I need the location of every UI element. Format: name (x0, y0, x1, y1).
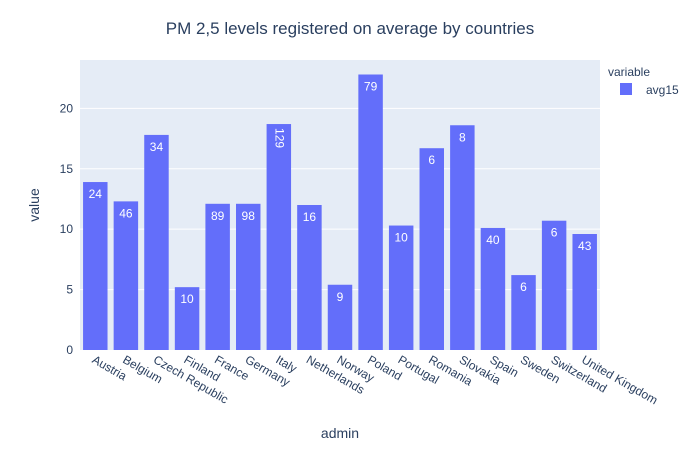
bar-finland[interactable] (174, 287, 200, 350)
bar-switzerland[interactable] (541, 220, 567, 350)
bar-data-label: 9 (337, 290, 344, 304)
bar-netherlands[interactable] (297, 205, 322, 350)
bar-slovakia[interactable] (450, 125, 475, 350)
legend-title: variable (608, 65, 650, 79)
x-tick-label: Austria (90, 352, 130, 383)
bar-portugal[interactable] (388, 225, 414, 350)
bar-data-label: 34 (150, 140, 164, 154)
y-tick-label: 10 (60, 222, 74, 236)
bar-spain[interactable] (480, 227, 506, 350)
bar-data-label: 43 (578, 239, 592, 253)
bar-united-kingdom[interactable] (572, 234, 597, 350)
x-axis-title: admin (321, 425, 359, 441)
bar-data-label: 16 (303, 210, 317, 224)
bar-data-label: 24 (89, 187, 103, 201)
bar-data-label: 46 (119, 206, 133, 220)
bar-data-label: 6 (428, 153, 435, 167)
y-tick-label: 20 (60, 101, 74, 115)
y-tick-label: 15 (60, 162, 74, 176)
bar-data-label: 40 (486, 233, 500, 247)
bar-data-label: 10 (394, 231, 408, 245)
bar-germany[interactable] (236, 203, 261, 350)
bars: 24 46 34 10 89 98 129 16 9 79 10 6 8 40 6 6 43 (83, 74, 597, 351)
bar-data-label: 98 (242, 209, 256, 223)
bar-data-label: 6 (551, 226, 558, 240)
y-axis-title: value (26, 188, 42, 222)
bar-italy[interactable] (266, 124, 292, 351)
bar-data-label: 6 (520, 280, 527, 294)
bar-data-label: 79 (364, 80, 378, 94)
bar-poland[interactable] (358, 74, 383, 351)
chart-title: PM 2,5 levels registered on average by c… (166, 19, 535, 38)
legend-swatch (620, 83, 632, 95)
bar-austria[interactable] (83, 182, 108, 350)
bar-data-label: 129 (273, 128, 287, 148)
bar-czech-republic[interactable] (144, 134, 169, 350)
bar-data-label: 89 (211, 209, 225, 223)
bar-romania[interactable] (419, 148, 444, 350)
bar-data-label: 10 (180, 292, 194, 306)
legend[interactable]: variable avg15 (608, 65, 679, 97)
bar-sweden[interactable] (511, 275, 536, 350)
bar-data-label: 8 (459, 130, 466, 144)
y-tick-labels: 0 5 10 15 20 (60, 101, 74, 357)
bar-france[interactable] (205, 203, 230, 350)
y-tick-label: 5 (66, 283, 73, 297)
y-tick-label: 0 (66, 343, 73, 357)
bar-norway[interactable] (327, 284, 353, 350)
bar-belgium[interactable] (113, 201, 139, 350)
legend-label: avg15 (646, 83, 679, 97)
